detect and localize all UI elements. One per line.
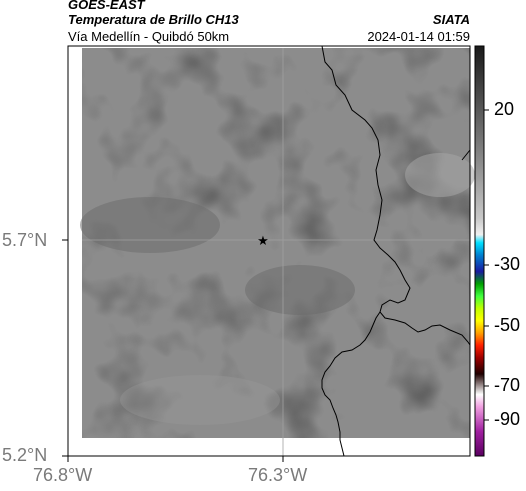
- lon-label-76.8: 76.8°W: [33, 465, 93, 485]
- boundary-line: [321, 45, 471, 346]
- boundary-line-south: [321, 311, 381, 457]
- channel-subtitle: Temperatura de Brillo CH13: [68, 12, 239, 27]
- colorbar-label-minus30: -30: [494, 254, 521, 274]
- colorbar-label-minus50: -50: [494, 315, 521, 335]
- lat-label-5.7: 5.7°N: [2, 230, 48, 250]
- colorbar-label-minus70: -70: [494, 375, 521, 395]
- location-label: Vía Medellín - Quibdó 50km: [68, 29, 230, 44]
- product-title: GOES-EAST: [68, 0, 145, 12]
- satellite-image: [80, 48, 475, 438]
- colorbar-label-20: 20: [494, 99, 515, 119]
- organization-label: SIATA: [432, 12, 470, 27]
- lon-label-76.3: 76.3°W: [248, 465, 308, 485]
- map-frame: [67, 45, 471, 457]
- colorbar: [474, 45, 489, 457]
- colorbar-label-minus90: -90: [494, 409, 521, 429]
- lat-label-5.2: 5.2°N: [2, 445, 48, 465]
- reference-point-marker[interactable]: ★: [257, 233, 269, 248]
- timestamp-label: 2024-01-14 01:59: [367, 29, 470, 44]
